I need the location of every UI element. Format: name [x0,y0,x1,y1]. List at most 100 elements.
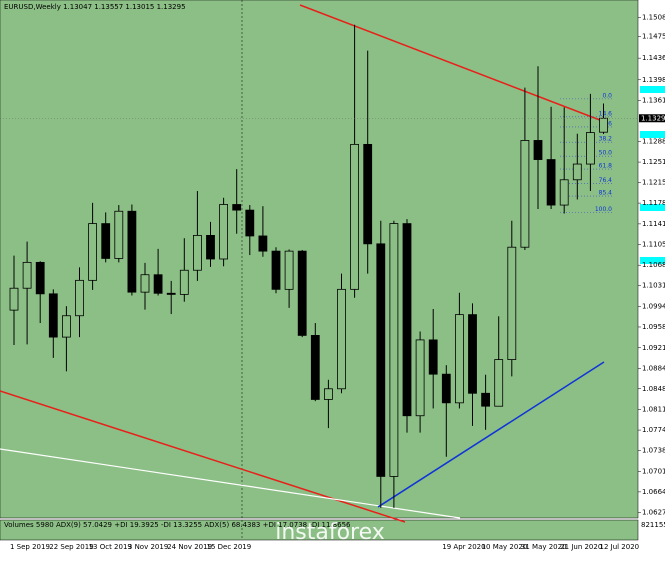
y-tick-label: 1.09580 [642,323,665,331]
candle-body [559,179,569,206]
fib-level-label: 50.0 [599,150,613,157]
candle-body [153,274,163,294]
y-tick-label: 1.08480 [642,385,665,393]
candle-body [9,287,19,311]
level-marker [640,86,665,93]
x-tick-label: 15 Dec 2019 [207,543,252,551]
fib-level-label: 61.8 [599,163,613,170]
candle-body [376,243,386,477]
y-tick-label: 1.09210 [642,344,665,352]
fib-level-label: 0.0 [602,92,612,99]
y-tick-label: 1.12150 [642,179,665,187]
candle-body [88,223,97,281]
candle-body [297,250,307,336]
price-pane [0,0,639,519]
candle-body [586,132,595,165]
y-tick-label: 1.11785 [642,199,665,207]
candle-body [62,315,71,338]
fib-level-label: 85.4 [599,190,613,197]
y-tick-label: 1.07010 [642,467,665,475]
candle-body [507,246,517,360]
candle-body [271,250,281,290]
y-tick-label: 1.15085 [642,14,665,22]
candle-body [48,293,58,338]
fib-level-label: 100.0 [595,206,612,213]
y-tick-label: 1.06645 [642,488,665,496]
y-tick-label: 1.09945 [642,302,665,310]
candle-body [415,339,425,417]
y-tick-label: 1.08110 [642,406,665,414]
x-tick-label: 21 Jun 2020 [560,543,602,551]
y-tick-label: 1.10680 [642,261,665,269]
current-price-label: 1.13295 [641,114,665,122]
indicator-scale-label: 821155 [641,521,665,529]
x-tick-label: 24 Nov 2019 [167,543,212,551]
candle-body [245,209,255,237]
candle-body [337,288,346,390]
candle-body [389,223,399,477]
candle-body [114,210,124,259]
candle-body [494,359,504,407]
candle-body [232,204,242,211]
candle-body [363,143,373,245]
candle-body [323,388,333,400]
indicator-pane [0,519,639,541]
candle-body [572,163,582,181]
y-tick-label: 1.06275 [642,509,665,517]
candle-body [206,235,215,260]
trend-line [377,361,605,508]
y-tick-label: 1.11415 [642,220,665,228]
candle-body [468,314,477,394]
candle-body [533,140,543,160]
candle-body [219,204,229,260]
level-marker [640,204,665,211]
candle-body [599,117,608,133]
x-tick-label: 12 Jul 2020 [600,543,640,551]
candle-body [546,159,556,206]
x-tick-label: 1 Sep 2019 [10,543,50,551]
candle-body [520,140,530,248]
candle-body [402,223,412,417]
indicator-header: Volumes 5980 ADX(9) 57.0429 +DI 19.3925 … [4,521,351,529]
candle-body [75,279,84,317]
y-tick-label: 1.13980 [642,76,665,84]
candle-body [428,339,438,375]
candle-body [192,235,202,271]
candle-body [441,373,451,404]
x-tick-label: 10 May 2020 [482,543,528,551]
candle-body [310,335,320,400]
candle-body [140,274,150,293]
y-tick-label: 1.12515 [642,158,665,166]
candle-body [127,210,137,293]
y-tick-label: 1.07380 [642,447,665,455]
y-tick-label: 1.08845 [642,364,665,372]
fib-level-label: 38.2 [599,136,613,143]
trend-line [299,4,606,123]
candle-body [35,261,45,295]
candle-body [481,392,491,407]
x-tick-label: 3 Nov 2019 [128,543,168,551]
y-tick-label: 1.10315 [642,282,665,290]
y-tick-label: 1.14365 [642,54,665,62]
y-tick-label: 1.07745 [642,426,665,434]
candle-body [258,235,268,252]
trend-line [0,448,461,519]
y-tick-label: 1.14750 [642,33,665,41]
candle-body [284,250,294,290]
fib-level-label: 76.4 [599,177,613,184]
candle-body [454,314,464,404]
candle-body [101,223,111,259]
chart-title: EURUSD,Weekly 1.13047 1.13557 1.13015 1.… [4,3,186,11]
y-tick-label: 1.11050 [642,240,665,248]
fib-level-label: 14.6 [599,110,613,117]
watermark: instaforex [275,520,385,545]
candle-body [22,261,32,289]
x-tick-label: 19 Apr 2020 [442,543,485,551]
candle-body [166,292,176,295]
level-marker [640,257,665,264]
candle-body [350,143,360,290]
level-marker [640,131,665,138]
current-price-box [639,114,665,123]
x-tick-label: 22 Sep 2019 [49,543,93,551]
